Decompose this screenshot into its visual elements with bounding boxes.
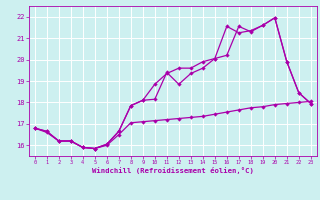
X-axis label: Windchill (Refroidissement éolien,°C): Windchill (Refroidissement éolien,°C) <box>92 167 254 174</box>
